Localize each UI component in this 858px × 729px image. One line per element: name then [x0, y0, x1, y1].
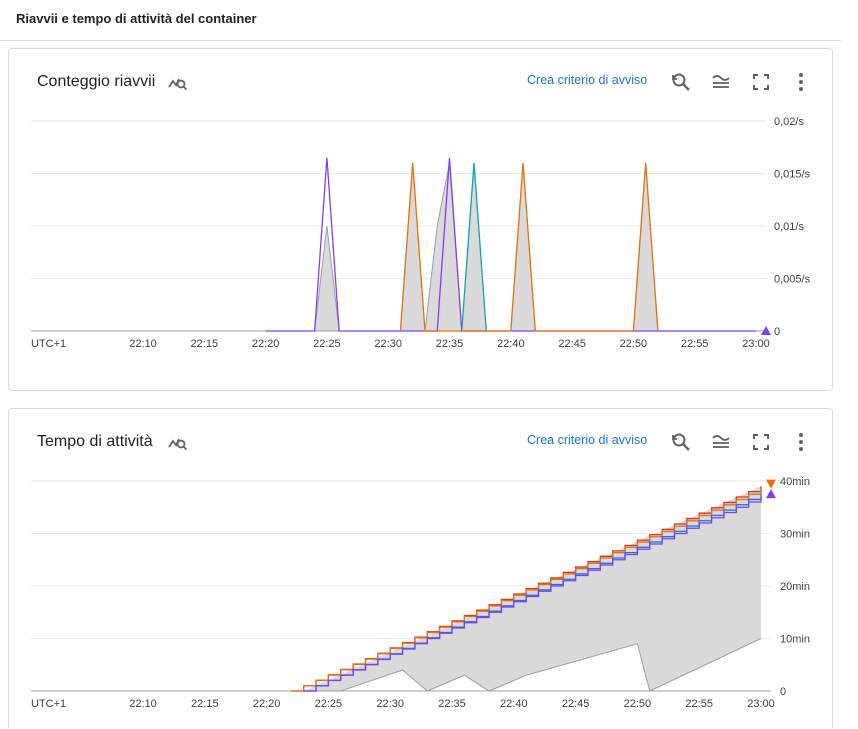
x-tick-label: 22:40	[500, 698, 528, 710]
chart-title: Tempo di attività	[37, 433, 153, 450]
legend-icon[interactable]	[709, 70, 733, 94]
series-line-orange	[399, 162, 659, 332]
create-alert-link[interactable]: Crea criterio di avviso	[527, 73, 648, 87]
y-tick-label: 0,005/s	[774, 274, 811, 286]
x-tick-label: 22:35	[438, 698, 466, 710]
uptime-chart[interactable]: 0 10min 20min 30min 40min UTC+1 22:10 22:15 22:2…	[9, 409, 834, 729]
page-title: Riavvii e tempo di attività del containe…	[16, 11, 257, 26]
page-header: Riavvii e tempo di attività del containe…	[0, 0, 842, 41]
x-tick-label: 22:25	[313, 338, 341, 350]
y-tick-label: 0	[774, 326, 780, 338]
restart-count-card: Conteggio riavvii Crea criterio di avvis…	[8, 48, 833, 391]
series-end-marker	[761, 326, 771, 335]
x-tick-label: 22:20	[253, 698, 281, 710]
y-tick-label: 0,02/s	[774, 116, 804, 128]
create-alert-link[interactable]: Crea criterio di avviso	[527, 433, 648, 447]
x-tick-label: 22:10	[129, 338, 157, 350]
more-vert-icon[interactable]	[789, 430, 813, 454]
fullscreen-icon[interactable]	[749, 430, 773, 454]
y-tick-label: 10min	[780, 634, 810, 646]
y-tick-label: 40min	[780, 476, 810, 488]
y-tick-label: 0	[780, 686, 786, 698]
explore-icon[interactable]	[167, 431, 189, 453]
y-tick-label: 0,01/s	[774, 221, 804, 233]
x-tick-label: 22:55	[685, 698, 713, 710]
timezone-label: UTC+1	[31, 338, 66, 350]
x-tick-label: 22:50	[624, 698, 652, 710]
x-tick-label: 22:25	[315, 698, 343, 710]
x-tick-label: 23:00	[747, 698, 775, 710]
series-line-purple	[303, 496, 762, 692]
series-line-purple	[265, 157, 756, 332]
restart-count-chart[interactable]: 0 0,005/s 0,01/s 0,015/s 0,02/s UTC+1 22:10 22:…	[9, 49, 834, 392]
zoom-reset-icon[interactable]	[669, 70, 693, 94]
x-tick-label: 22:50	[620, 338, 648, 350]
x-tick-label: 22:30	[376, 698, 404, 710]
x-tick-label: 22:10	[129, 698, 157, 710]
fullscreen-icon[interactable]	[749, 70, 773, 94]
uptime-card: Tempo di attività Crea criterio di avvis…	[8, 408, 833, 728]
x-tick-label: 22:55	[681, 338, 709, 350]
band-lower-line	[303, 638, 762, 692]
x-tick-label: 22:35	[436, 338, 464, 350]
series-line-orange	[291, 488, 762, 692]
series-band	[303, 486, 761, 691]
zoom-reset-icon[interactable]	[669, 430, 693, 454]
series-line-teal	[461, 162, 487, 332]
x-tick-label: 22:40	[497, 338, 525, 350]
series-end-marker	[766, 479, 776, 489]
y-tick-label: 20min	[780, 581, 810, 593]
timezone-label: UTC+1	[31, 698, 66, 710]
more-vert-icon[interactable]	[789, 70, 813, 94]
legend-icon[interactable]	[709, 430, 733, 454]
x-tick-label: 22:20	[252, 338, 280, 350]
chart-title: Conteggio riavvii	[37, 73, 156, 90]
x-tick-label: 22:45	[562, 698, 590, 710]
x-tick-label: 22:45	[558, 338, 586, 350]
series-band	[314, 162, 659, 332]
explore-icon[interactable]	[167, 71, 189, 93]
y-tick-label: 0,015/s	[774, 169, 811, 181]
y-tick-label: 30min	[780, 529, 810, 541]
x-tick-label: 23:00	[742, 338, 770, 350]
series-end-marker	[766, 489, 776, 499]
x-tick-label: 22:15	[191, 698, 219, 710]
x-tick-label: 22:15	[191, 338, 219, 350]
x-tick-label: 22:30	[374, 338, 402, 350]
